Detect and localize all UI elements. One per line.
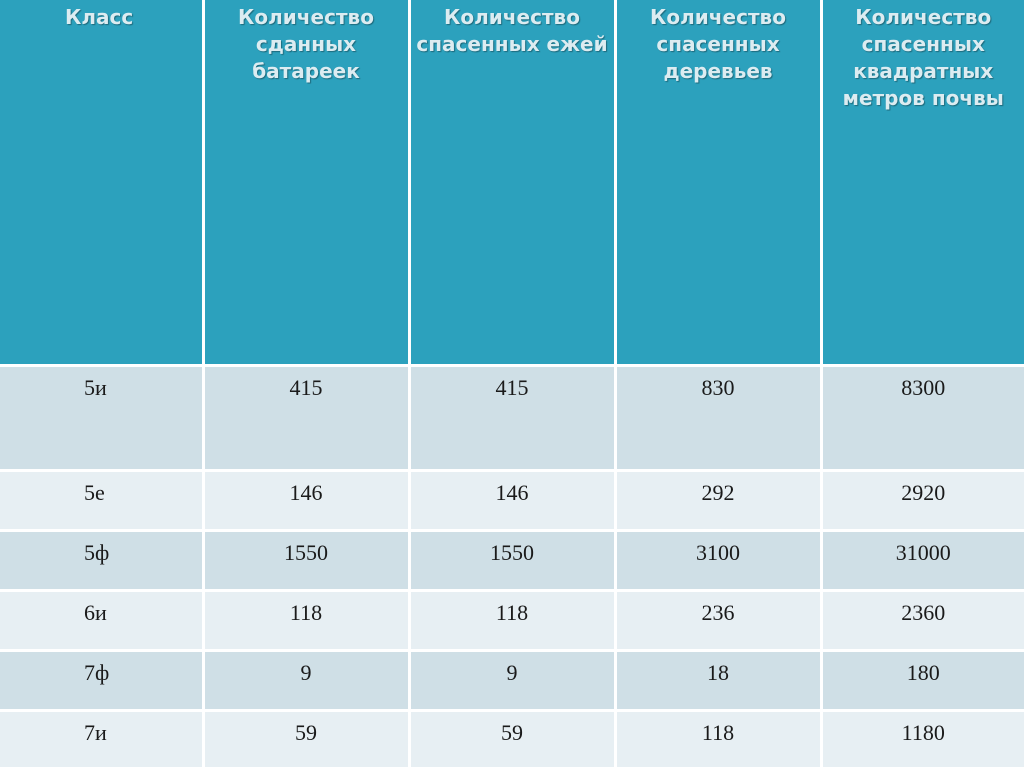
cell-trees: 3100 [615, 530, 823, 592]
table-row: 5ф 1550 1550 3100 31000 [0, 530, 1024, 592]
cell-hedgehogs: 415 [409, 365, 617, 472]
cell-class: 6и [0, 590, 205, 652]
header-batteries: Количество сданных батареек [203, 0, 411, 367]
cell-class: 5е [0, 470, 205, 532]
cell-class: 7и [0, 710, 205, 770]
cell-hedgehogs: 59 [409, 710, 617, 770]
cell-hedgehogs: 9 [409, 650, 617, 712]
table-header: Класс Количество сданных батареек Количе… [0, 0, 1024, 367]
cell-soil: 1180 [821, 710, 1024, 770]
table-row: 7ф 9 9 18 180 [0, 650, 1024, 712]
cell-batteries: 146 [203, 470, 411, 532]
cell-trees: 18 [615, 650, 823, 712]
cell-trees: 118 [615, 710, 823, 770]
table-row: 5е 146 146 292 2920 [0, 470, 1024, 532]
cell-hedgehogs: 146 [409, 470, 617, 532]
cell-hedgehogs: 118 [409, 590, 617, 652]
table-row: 6и 118 118 236 2360 [0, 590, 1024, 652]
cell-soil: 180 [821, 650, 1024, 712]
cell-trees: 830 [615, 365, 823, 472]
cell-soil: 8300 [821, 365, 1024, 472]
table-row: 5и 415 415 830 8300 [0, 365, 1024, 472]
cell-batteries: 9 [203, 650, 411, 712]
cell-class: 7ф [0, 650, 205, 712]
cell-hedgehogs: 1550 [409, 530, 617, 592]
cell-class: 5и [0, 365, 205, 472]
cell-batteries: 118 [203, 590, 411, 652]
header-soil: Количество спасенных квадратных метров п… [821, 0, 1024, 367]
cell-batteries: 1550 [203, 530, 411, 592]
cell-soil: 2360 [821, 590, 1024, 652]
cell-soil: 31000 [821, 530, 1024, 592]
table-body: 5и 415 415 830 8300 5е 146 146 292 2920 … [0, 365, 1024, 770]
cell-class: 5ф [0, 530, 205, 592]
cell-batteries: 59 [203, 710, 411, 770]
header-class: Класс [0, 0, 205, 367]
cell-soil: 2920 [821, 470, 1024, 532]
cell-batteries: 415 [203, 365, 411, 472]
header-hedgehogs: Количество спасенных ежей [409, 0, 617, 367]
cell-trees: 292 [615, 470, 823, 532]
cell-trees: 236 [615, 590, 823, 652]
header-trees: Количество спасенных деревьев [615, 0, 823, 367]
table-row: 7и 59 59 118 1180 [0, 710, 1024, 770]
